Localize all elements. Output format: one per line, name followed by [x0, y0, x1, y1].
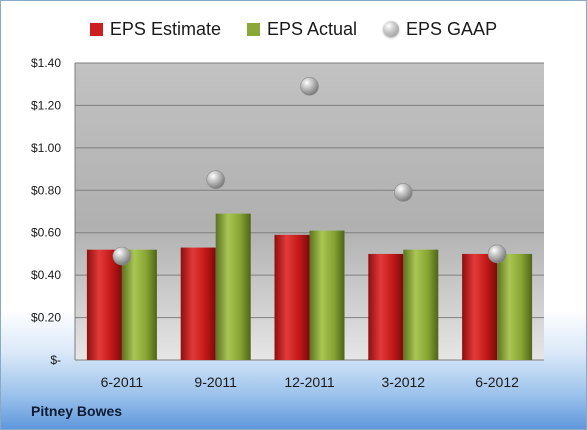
bar-eps-actual	[403, 249, 439, 360]
bar-eps-actual	[497, 253, 533, 360]
legend-label-eps-actual: EPS Actual	[266, 18, 358, 39]
x-tick-label: 6-2012	[475, 374, 519, 390]
legend-item-eps-gaap: EPS GAAP	[383, 19, 497, 40]
y-tick-label: $-	[50, 353, 61, 367]
red-square-icon	[89, 22, 103, 36]
bar-eps-estimate	[86, 249, 122, 360]
x-tick-label: 3-2012	[382, 374, 426, 390]
bar-eps-estimate	[180, 247, 216, 360]
bar-eps-actual	[215, 213, 251, 360]
legend-label-eps-gaap: EPS GAAP	[406, 18, 498, 39]
y-tick-label: $0.60	[31, 226, 61, 240]
x-tick-label: 6-2011	[101, 374, 144, 390]
legend: EPS Estimate EPS Actual EPS GAAP	[1, 15, 586, 43]
legend-item-eps-actual: EPS Actual	[246, 18, 358, 40]
bar-eps-estimate	[368, 253, 404, 360]
bar-eps-estimate	[274, 234, 310, 360]
legend-item-eps-estimate: EPS Estimate	[89, 18, 221, 40]
y-tick-label: $0.20	[31, 311, 61, 325]
legend-label-eps-estimate: EPS Estimate	[109, 18, 221, 39]
x-tick-label: 9-2011	[194, 374, 237, 390]
marker-eps-gaap	[206, 170, 225, 189]
y-tick-label: $1.40	[31, 56, 61, 70]
bar-eps-actual	[121, 249, 157, 360]
marker-eps-gaap	[300, 77, 319, 96]
x-tick-label: 12-2011	[284, 374, 335, 390]
marker-eps-gaap	[393, 183, 413, 202]
green-square-icon	[246, 22, 260, 36]
y-tick-label: $1.20	[31, 98, 61, 112]
company-name: Pitney Bowes	[31, 403, 123, 419]
marker-eps-gaap	[487, 244, 507, 264]
bar-eps-actual	[309, 230, 345, 360]
y-tick-label: $0.40	[31, 268, 61, 282]
y-tick-label: $0.80	[31, 183, 61, 197]
gray-sphere-icon	[383, 21, 400, 37]
y-tick-label: $1.00	[31, 141, 61, 155]
bar-eps-estimate	[462, 253, 498, 360]
marker-eps-gaap	[112, 246, 132, 266]
